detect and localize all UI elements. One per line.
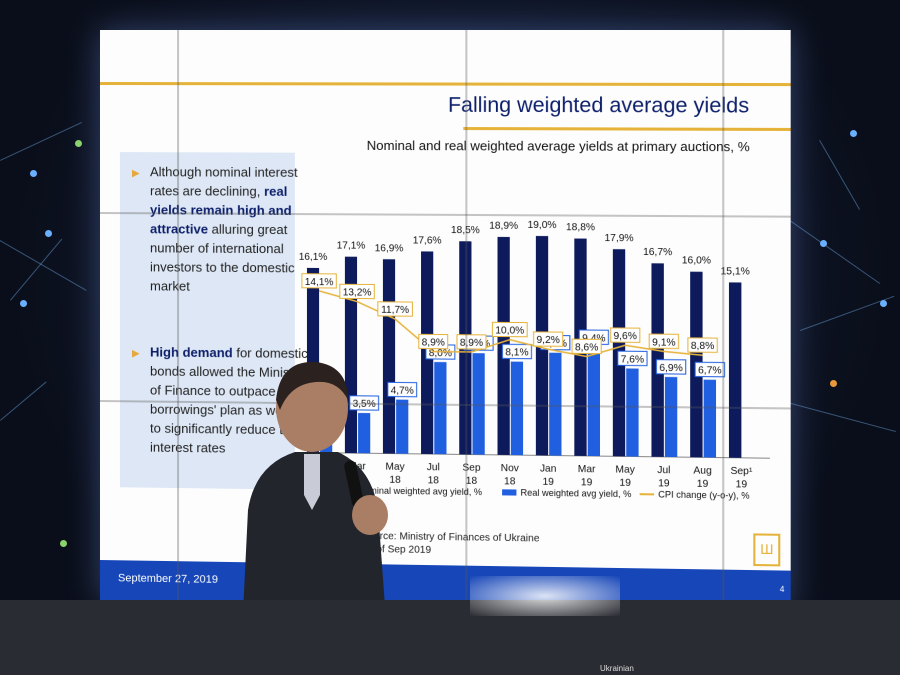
cpi-value-label: 8,9% <box>422 337 445 348</box>
network-node <box>30 170 37 177</box>
nominal-value-label: 18,8% <box>566 222 595 233</box>
network-node <box>20 300 27 307</box>
x-tick-label: 18 <box>466 476 478 487</box>
network-line <box>780 400 896 432</box>
x-tick-label: 19 <box>581 477 593 488</box>
stage-floor: Ukrainian <box>0 600 900 675</box>
x-tick-label: Mar <box>578 464 596 475</box>
network-line <box>0 122 82 161</box>
nominal-value-label: 15,1% <box>721 266 750 277</box>
nominal-value-label: 16,1% <box>299 252 328 263</box>
real-bar <box>511 362 523 456</box>
real-bar <box>434 362 446 454</box>
x-tick-label: 19 <box>658 478 670 489</box>
nominal-value-label: 16,7% <box>643 247 672 258</box>
footer-date: September 27, 2019 <box>118 572 218 586</box>
cpi-value-label: 11,7% <box>381 305 409 316</box>
x-tick-label: Sep¹ <box>730 466 753 477</box>
network-node <box>880 300 887 307</box>
real-bar <box>588 347 600 456</box>
network-line <box>0 381 47 420</box>
cpi-value-label: 14,1% <box>305 277 334 288</box>
network-line <box>819 140 860 210</box>
cpi-value-label: 8,6% <box>575 342 599 353</box>
network-node <box>850 130 857 137</box>
x-tick-label: 18 <box>428 475 440 486</box>
real-bar <box>704 380 716 458</box>
x-tick-label: Jul <box>657 465 670 476</box>
legend-real-swatch <box>502 489 516 495</box>
legend-real-label: Real weighted avg yield, % <box>521 488 632 500</box>
network-line <box>789 220 880 284</box>
projection-screen: Falling weighted average yields Nominal … <box>100 30 791 611</box>
x-tick-label: Aug <box>693 465 711 476</box>
x-tick-label: Nov <box>501 463 519 474</box>
nominal-value-label: 18,9% <box>489 221 518 232</box>
network-line <box>0 240 87 291</box>
yields-chart: 16,1% Jan 18 17,1% 3,5% Mar 18 16,9% 4,7% May 18 17… <box>100 30 791 611</box>
real-value-label: 7,6% <box>621 354 645 365</box>
ministry-logo-icon: Ш <box>753 533 780 566</box>
x-tick-label: May <box>615 464 634 475</box>
x-tick-label: Jan <box>540 463 557 474</box>
page-number: 4 <box>780 585 785 594</box>
network-node <box>60 540 67 547</box>
real-value-label: 6,7% <box>698 365 722 376</box>
cpi-value-label: 9,6% <box>613 331 637 342</box>
legend-cpi-label: CPI change (y-o-y), % <box>658 489 749 500</box>
network-node <box>45 230 52 237</box>
real-value-label: 6,9% <box>659 363 683 374</box>
x-tick-label: 19 <box>542 477 554 488</box>
cpi-value-label: 10,0% <box>495 325 524 336</box>
stage-light-glow <box>470 576 620 616</box>
network-node <box>830 380 837 387</box>
cpi-value-label: 9,2% <box>536 335 559 346</box>
speaker-hand <box>352 495 388 535</box>
screen-seam <box>177 30 179 601</box>
x-tick-label: 18 <box>504 476 516 487</box>
x-tick-label: 19 <box>736 479 748 490</box>
real-value-label: 8,0% <box>429 348 452 359</box>
screen-seam <box>722 30 724 610</box>
nominal-value-label: 16,9% <box>375 243 404 254</box>
real-value-label: 8,1% <box>505 347 528 358</box>
nominal-value-label: 19,0% <box>528 220 557 231</box>
network-node <box>75 140 82 147</box>
cpi-value-label: 8,8% <box>691 341 715 352</box>
cpi-value-label: 13,2% <box>343 287 372 298</box>
cpi-value-label: 8,9% <box>460 338 483 349</box>
x-tick-label: 19 <box>619 478 631 489</box>
real-bar <box>665 377 677 457</box>
nominal-value-label: 16,0% <box>682 255 711 266</box>
x-tick-label: Jul <box>427 462 440 473</box>
sponsor-text: Ukrainian <box>600 664 634 673</box>
real-bar <box>626 368 638 456</box>
screen-seam <box>465 30 467 606</box>
network-node <box>820 240 827 247</box>
nominal-value-label: 17,9% <box>604 233 633 244</box>
nominal-value-label: 17,1% <box>337 240 366 251</box>
x-tick-label: 19 <box>697 479 709 490</box>
cpi-value-label: 9,1% <box>652 337 676 348</box>
nominal-bar <box>729 282 741 457</box>
nominal-value-label: 17,6% <box>413 235 442 246</box>
network-line <box>10 239 62 301</box>
